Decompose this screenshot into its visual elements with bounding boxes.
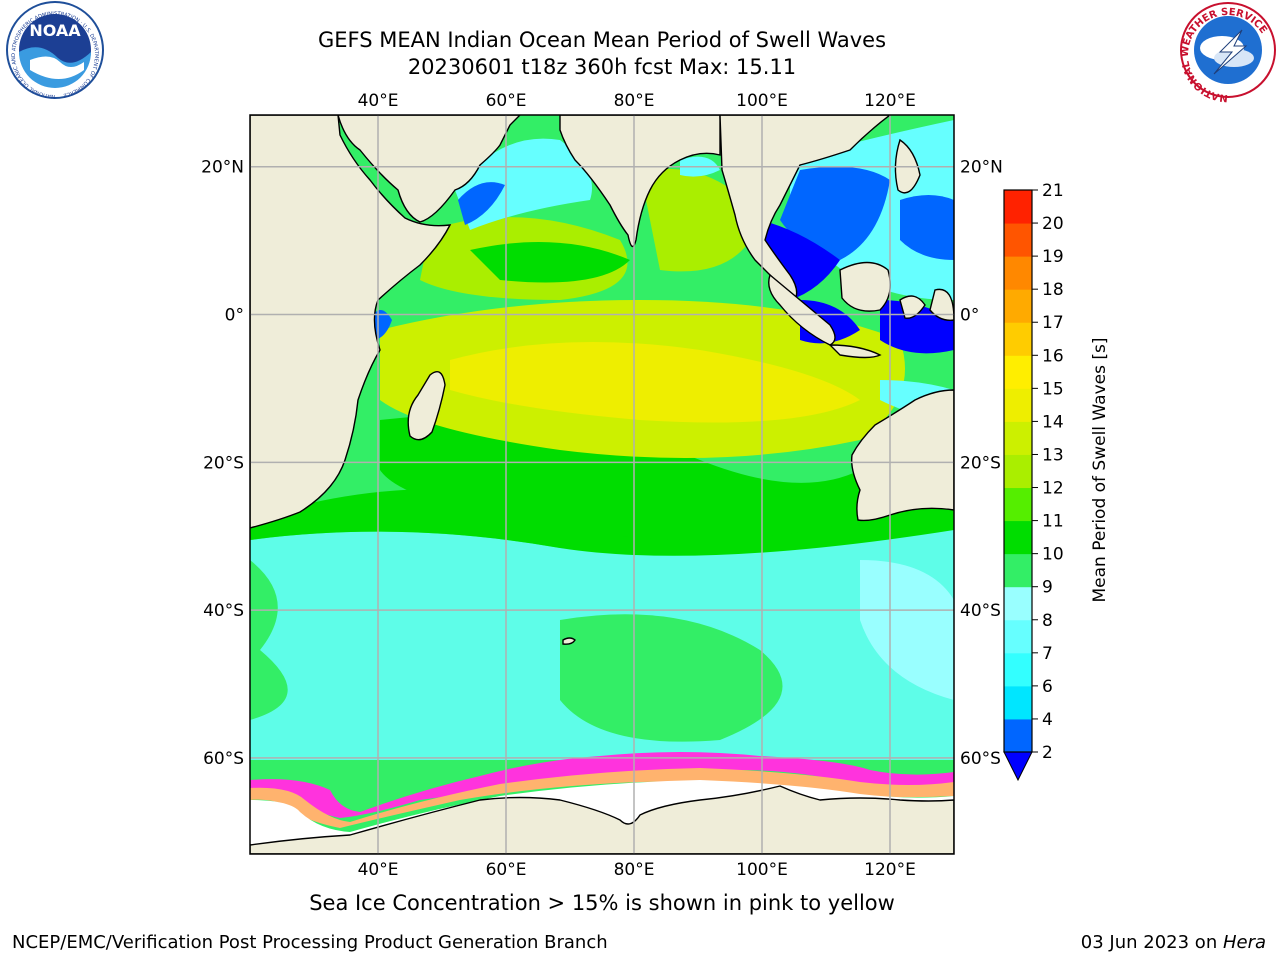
land-sulawesi xyxy=(899,295,926,319)
lon-tick-labels-top: 40°E 60°E 80°E 100°E 120°E xyxy=(358,91,916,111)
lon-tick-label: 120°E xyxy=(864,91,916,111)
colorbar-swatch xyxy=(1004,718,1032,753)
colorbar-tick-label: 19 xyxy=(1042,247,1064,267)
land-antarctica xyxy=(250,785,954,854)
colorbar-tick-label: 4 xyxy=(1042,710,1053,730)
colorbar-swatch xyxy=(1004,289,1032,323)
lat-tick-label: 60°S xyxy=(203,749,244,769)
colorbar-tick-label: 18 xyxy=(1042,280,1064,300)
field-band-tropical xyxy=(450,342,860,423)
map-area xyxy=(250,115,954,854)
lon-tick-labels-bottom: 40°E 60°E 80°E 100°E 120°E xyxy=(358,860,916,880)
colorbar-tick-label: 21 xyxy=(1042,181,1064,201)
field-patch xyxy=(470,242,630,283)
lat-tick-label: 40°S xyxy=(960,601,1001,621)
colorbar-swatch xyxy=(1004,454,1032,489)
colorbar-tick-label: 17 xyxy=(1042,313,1064,333)
colorbar-swatch xyxy=(1004,586,1032,621)
colorbar-swatch xyxy=(1004,388,1032,422)
land-java xyxy=(828,344,882,359)
lat-tick-label: 20°N xyxy=(960,158,1003,178)
field-patch xyxy=(780,166,890,260)
lon-tick-label: 100°E xyxy=(736,91,788,111)
nws-logo: NATIONAL WEATHER SERVICE xyxy=(1180,2,1276,103)
lon-tick-label: 60°E xyxy=(486,860,527,880)
lat-tick-label: 20°N xyxy=(201,158,244,178)
lon-tick-label: 80°E xyxy=(614,860,655,880)
field-patch xyxy=(458,182,505,225)
colorbar-tick-label: 9 xyxy=(1042,578,1053,598)
lat-tick-label: 0° xyxy=(225,306,244,326)
colorbar-tick-label: 7 xyxy=(1042,644,1053,664)
colorbar-tick-label: 11 xyxy=(1042,512,1064,532)
colorbar-tick-label: 10 xyxy=(1042,545,1064,565)
noaa-logo-text: NOAA xyxy=(29,21,81,40)
lon-tick-label: 60°E xyxy=(486,91,527,111)
colorbar-swatch xyxy=(1004,652,1032,687)
colorbar-tick-label: 8 xyxy=(1042,611,1053,631)
field-patch xyxy=(900,195,954,260)
lat-tick-label: 0° xyxy=(960,306,979,326)
field-patch xyxy=(250,560,288,720)
colorbar-swatch xyxy=(1004,553,1032,588)
field-patch xyxy=(560,614,783,742)
colorbar-tick-label: 16 xyxy=(1042,346,1064,366)
colorbar-swatch xyxy=(1004,190,1032,224)
colorbar: 2 4 6 7 8 9 10 11 12 13 14 15 16 17 18 19 20 21 xyxy=(1003,181,1064,782)
sea-ice-note: Sea Ice Concentration > 15% is shown in … xyxy=(309,891,895,915)
colorbar-swatch xyxy=(1004,322,1032,356)
colorbar-swatch xyxy=(1004,223,1032,257)
field-band-mid xyxy=(380,415,860,540)
colorbar-swatch xyxy=(1004,487,1032,522)
lat-tick-label: 20°S xyxy=(203,453,244,473)
chart-title: GEFS MEAN Indian Ocean Mean Period of Sw… xyxy=(317,28,887,52)
lon-tick-label: 80°E xyxy=(614,91,655,111)
colorbar-swatch xyxy=(1004,256,1032,290)
noaa-logo: NOAA NATIONAL OCEANIC AND ATMOSPHERIC AD… xyxy=(6,1,104,99)
lat-tick-labels-right: 20°N 0° 20°S 40°S 60°S xyxy=(960,158,1003,769)
colorbar-swatch xyxy=(1004,421,1032,455)
footer-date: 03 Jun 2023 on Hera xyxy=(1081,932,1266,953)
colorbar-swatch xyxy=(1004,685,1032,720)
colorbar-swatch xyxy=(1004,355,1032,389)
lon-tick-label: 40°E xyxy=(358,860,399,880)
colorbar-tick-label: 14 xyxy=(1042,412,1064,432)
lon-tick-label: 120°E xyxy=(864,860,916,880)
colorbar-extend-min xyxy=(1003,751,1033,782)
colorbar-tick-label: 12 xyxy=(1042,479,1064,499)
map-gridlines xyxy=(250,115,954,854)
colorbar-swatch xyxy=(1004,619,1032,654)
footer-credit: NCEP/EMC/Verification Post Processing Pr… xyxy=(12,932,608,953)
land-arabia xyxy=(250,115,521,223)
footer-date-text: 03 Jun 2023 on xyxy=(1080,932,1223,953)
field-patch xyxy=(860,560,954,700)
land-india xyxy=(559,115,721,248)
lat-tick-label: 60°S xyxy=(960,749,1001,769)
colorbar-swatch xyxy=(1004,520,1032,555)
colorbar-tick-label: 20 xyxy=(1042,214,1064,234)
lon-tick-label: 40°E xyxy=(358,91,399,111)
lat-tick-label: 20°S xyxy=(960,453,1001,473)
lat-tick-labels-left: 20°N 0° 20°S 40°S 60°S xyxy=(201,158,244,769)
colorbar-tick-label: 2 xyxy=(1042,743,1053,763)
land xyxy=(250,115,954,854)
colorbar-tick-label: 6 xyxy=(1042,677,1053,697)
colorbar-frame xyxy=(1003,189,1033,753)
lat-tick-label: 40°S xyxy=(203,601,244,621)
colorbar-label: Mean Period of Swell Waves [s] xyxy=(1090,338,1110,603)
land-madagascar xyxy=(407,371,446,441)
land-borneo xyxy=(839,261,891,312)
chart-subtitle: 20230601 t18z 360h fcst Max: 15.11 xyxy=(407,55,797,79)
colorbar-tick-label: 15 xyxy=(1042,379,1064,399)
land-kerguelen xyxy=(562,637,576,645)
sea-ice-edge xyxy=(250,768,954,828)
lon-tick-label: 100°E xyxy=(736,860,788,880)
map-frame xyxy=(249,114,955,855)
footer-machine: Hera xyxy=(1222,932,1266,953)
colorbar-tick-label: 13 xyxy=(1042,445,1064,465)
sea-ice-edge xyxy=(250,752,954,818)
